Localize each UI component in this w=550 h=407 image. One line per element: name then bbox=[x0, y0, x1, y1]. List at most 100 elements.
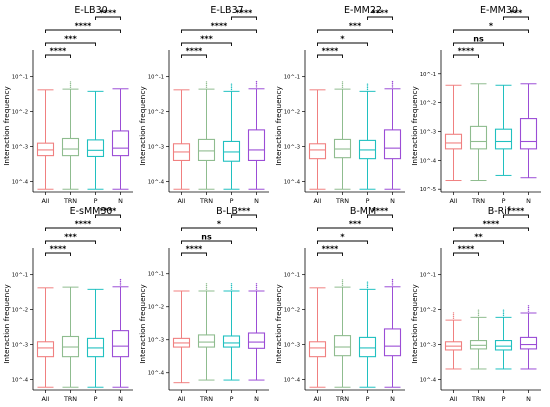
outlier-point bbox=[341, 284, 344, 287]
x-tick-label: N bbox=[390, 197, 395, 205]
significance-bracket bbox=[181, 54, 207, 58]
box-p bbox=[494, 84, 513, 176]
significance-bracket bbox=[45, 227, 121, 231]
significance-label: *** bbox=[64, 35, 77, 44]
x-tick-label: TRN bbox=[471, 395, 485, 403]
significance-label: **** bbox=[372, 9, 390, 18]
significance-label: **** bbox=[186, 47, 204, 56]
box-n bbox=[111, 278, 130, 388]
significance-bracket bbox=[317, 227, 393, 231]
y-tick-label: 10^-1 bbox=[284, 273, 300, 279]
significance-bracket bbox=[181, 252, 207, 256]
x-tick-label: N bbox=[390, 395, 395, 403]
outlier-point bbox=[205, 81, 208, 83]
box-all bbox=[444, 84, 463, 182]
outlier-point bbox=[366, 88, 369, 91]
significance-label: **** bbox=[508, 207, 526, 216]
significance-label: **** bbox=[483, 220, 501, 229]
outlier-point bbox=[230, 286, 233, 289]
outlier-point bbox=[205, 283, 208, 285]
y-tick-label: 10^-3 bbox=[284, 343, 300, 349]
x-tick-label: All bbox=[314, 395, 322, 403]
outlier-point bbox=[366, 83, 369, 85]
outlier-point bbox=[391, 86, 394, 88]
y-tick-label: 10^-4 bbox=[12, 377, 29, 383]
box-body bbox=[494, 128, 513, 150]
significance-bracket bbox=[453, 54, 479, 58]
outlier-point bbox=[527, 308, 530, 311]
significance-label: *** bbox=[238, 207, 251, 216]
outlier-point bbox=[255, 84, 258, 86]
box-n bbox=[111, 88, 130, 190]
significance-bracket bbox=[95, 16, 121, 20]
outlier-point bbox=[477, 309, 480, 311]
outlier-point bbox=[366, 85, 369, 87]
outlier-point bbox=[366, 281, 369, 283]
outlier-point bbox=[477, 311, 480, 313]
significance-label: **** bbox=[322, 245, 340, 254]
outlier-point bbox=[366, 283, 369, 285]
significance-label: **** bbox=[50, 245, 68, 254]
significance-bracket bbox=[317, 54, 343, 58]
y-axis-label: Interaction frequency bbox=[274, 284, 283, 364]
outlier-point bbox=[69, 84, 72, 87]
significance-label: *** bbox=[200, 35, 213, 44]
significance-bracket bbox=[453, 227, 529, 231]
box-all bbox=[36, 287, 55, 388]
significance-bracket bbox=[181, 29, 257, 33]
y-tick-label: 10^-3 bbox=[284, 145, 300, 151]
y-tick-label: 10^-2 bbox=[284, 110, 300, 116]
outlier-point bbox=[119, 280, 122, 283]
significance-label: **** bbox=[100, 207, 118, 216]
chart-title: B-Rif bbox=[488, 206, 511, 217]
box-p bbox=[86, 288, 105, 388]
outlier-point bbox=[205, 83, 208, 85]
box-body bbox=[222, 140, 241, 162]
box-body bbox=[111, 130, 130, 157]
y-tick-label: 10^-1 bbox=[148, 75, 164, 81]
significance-bracket bbox=[317, 29, 393, 33]
x-tick-label: All bbox=[314, 197, 322, 205]
outlier-point bbox=[366, 286, 369, 289]
outlier-point bbox=[527, 306, 530, 309]
outlier-point bbox=[69, 81, 72, 83]
significance-label: **** bbox=[322, 47, 340, 56]
outlier-point bbox=[366, 87, 369, 89]
box-body bbox=[111, 330, 130, 358]
significance-label: **** bbox=[372, 207, 390, 216]
significance-bracket bbox=[453, 240, 504, 244]
box-p bbox=[222, 83, 241, 190]
significance-label: **** bbox=[186, 245, 204, 254]
significance-bracket bbox=[453, 42, 504, 46]
y-tick-label: 10^-2 bbox=[148, 305, 164, 311]
box-body bbox=[36, 341, 55, 358]
outlier-point bbox=[502, 314, 505, 317]
outlier-point bbox=[255, 284, 258, 287]
x-tick-label: All bbox=[42, 197, 50, 205]
x-tick-label: N bbox=[526, 395, 531, 403]
significance-bracket bbox=[231, 214, 257, 218]
outlier-point bbox=[205, 286, 208, 289]
y-tick-label: 10^-3 bbox=[12, 145, 28, 151]
significance-label: ns bbox=[201, 233, 212, 242]
significance-label: * bbox=[340, 233, 345, 242]
y-tick-label: 10^-3 bbox=[12, 343, 28, 349]
significance-bracket bbox=[181, 227, 257, 231]
y-tick-label: 10^-2 bbox=[284, 308, 300, 314]
y-tick-label: 10^-2 bbox=[420, 101, 436, 107]
x-tick-label: TRN bbox=[335, 197, 349, 205]
significance-label: **** bbox=[458, 47, 476, 56]
y-tick-label: 10^-1 bbox=[284, 75, 300, 81]
box-body bbox=[247, 332, 266, 349]
outlier-point bbox=[255, 283, 258, 285]
chart-title: E-LB30 bbox=[74, 5, 107, 16]
x-tick-label: TRN bbox=[471, 197, 485, 205]
y-axis-label: Interaction frequency bbox=[410, 284, 419, 364]
box-trn bbox=[469, 83, 488, 182]
outlier-point bbox=[502, 309, 505, 311]
outlier-point bbox=[255, 286, 258, 289]
box-all bbox=[444, 312, 463, 370]
significance-label: *** bbox=[349, 22, 362, 31]
significance-bracket bbox=[181, 240, 232, 244]
